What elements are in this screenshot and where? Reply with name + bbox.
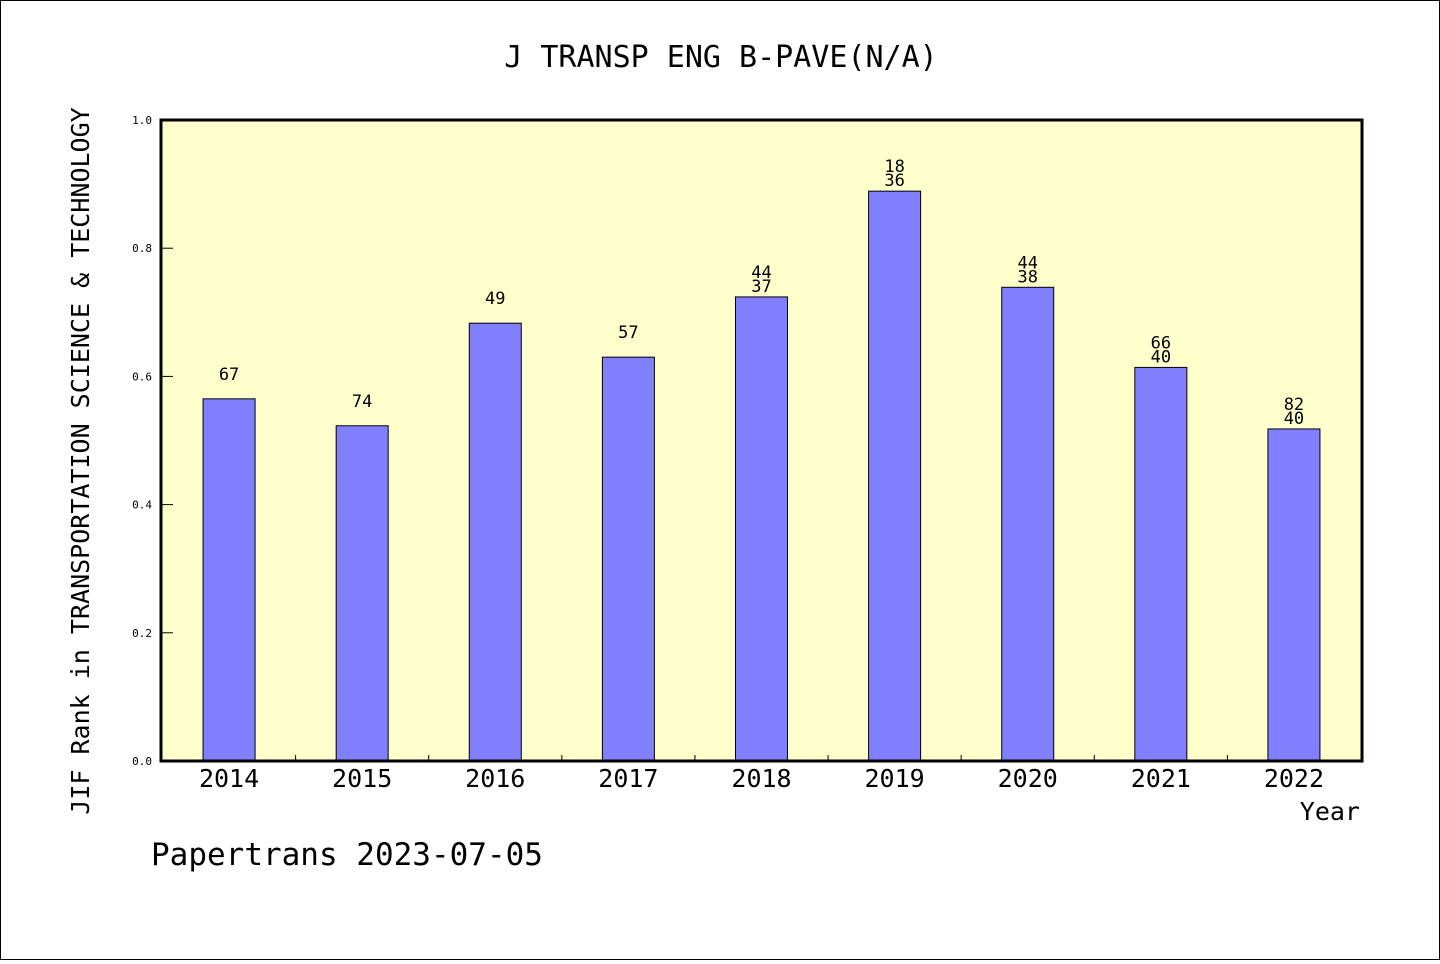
y-tick-label: 0.8 [132,242,152,255]
bar-2015 [335,425,389,762]
chart-title: J TRANSP ENG B-PAVE(N/A) [504,40,937,75]
x-tick-label-2017: 2017 [598,764,658,793]
x-tick-label-2016: 2016 [465,764,525,793]
data-label-top-2021: 66 [1151,333,1171,353]
data-label-2016: 49 [485,289,505,309]
x-tick-label-2015: 2015 [332,764,392,793]
x-tick-label-2020: 2020 [998,764,1058,793]
x-tick-label-2014: 2014 [199,764,259,793]
y-tick-label: 0.4 [132,499,152,512]
bar-2016 [468,322,522,762]
footer-text: Papertrans 2023-07-05 [151,837,543,873]
bar-2018 [735,296,788,762]
data-label-top-2019: 18 [884,157,904,177]
y-axis-label: JIF Rank in TRANSPORTATION SCIENCE & TEC… [66,107,95,814]
y-axis: 0.0 0.2 0.4 0.6 0.8 1.0 [132,114,173,768]
x-axis: 2014 2015 2016 2017 2018 2019 2020 2021 2022 [199,755,1324,793]
bar-2022 [1267,428,1321,762]
bar-2021 [1134,366,1188,762]
data-label-2014: 67 [219,365,239,385]
bar-2014 [202,398,256,762]
x-tick-label-2019: 2019 [865,764,925,793]
data-label-top-2020: 44 [1017,253,1037,273]
data-label-bottom-2020: 38 [1017,267,1037,287]
bar-2020 [1001,286,1055,762]
bars-group [202,190,1321,762]
x-tick-label-2022: 2022 [1264,764,1324,793]
plot-border [159,118,1364,763]
bar-2017 [601,356,655,762]
data-label-bottom-2018: 37 [751,277,771,297]
data-label-bottom-2021: 40 [1151,347,1171,367]
x-tick-label-2018: 2018 [731,764,791,793]
bar-2019 [868,190,922,762]
data-label-top-2018: 44 [751,263,771,283]
data-label-2015: 74 [352,392,372,412]
x-tick-label-2021: 2021 [1131,764,1191,793]
y-tick-label: 0.2 [132,627,152,640]
data-label-top-2022: 82 [1284,395,1304,415]
y-tick-label: 0.0 [132,755,152,768]
x-axis-label: Year [1300,797,1360,826]
data-label-bottom-2022: 40 [1284,409,1304,429]
y-tick-label: 1.0 [132,114,152,127]
y-tick-label: 0.6 [132,370,152,383]
data-label-2017: 57 [618,323,638,343]
data-label-bottom-2019: 36 [884,171,904,191]
